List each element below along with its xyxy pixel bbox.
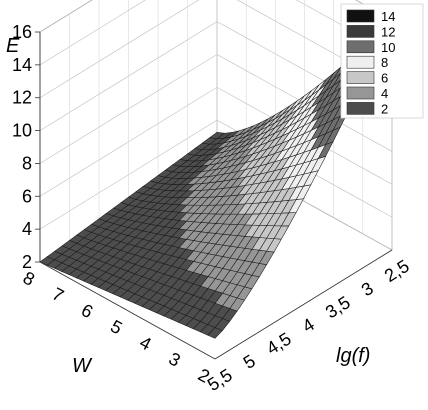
x-axis-title: lg(f) — [336, 345, 370, 367]
lgf-tick-label: 4 — [299, 314, 318, 336]
w-tick-label: 4 — [136, 332, 154, 354]
z-tick-label: 16 — [12, 22, 32, 42]
legend-swatch — [346, 25, 375, 38]
legend-swatch — [346, 55, 375, 69]
lgf-tick-label: 4,5 — [263, 328, 295, 358]
y-axis-title: W — [72, 355, 93, 377]
legend-label: 6 — [381, 71, 388, 86]
legend-swatch — [346, 9, 375, 23]
axis-line-lgf — [214, 249, 393, 360]
w-tick-label: 7 — [49, 284, 67, 306]
lgf-tick-label: 5 — [240, 351, 259, 373]
w-tick-label: 6 — [78, 300, 96, 322]
legend-swatch — [346, 102, 375, 115]
legend-label: 10 — [381, 40, 395, 55]
axis-line-w — [39, 261, 216, 360]
z-tick-label: 6 — [22, 186, 32, 206]
legend-label: 12 — [381, 24, 395, 39]
w-tick-label: 5 — [107, 316, 125, 338]
legend-swatch — [346, 71, 375, 84]
z-tick-label: 4 — [22, 219, 32, 239]
legend-swatch — [346, 86, 375, 100]
z-tick-label: 10 — [12, 121, 32, 141]
z-tick-label: 8 — [22, 153, 32, 173]
z-tick-label: 12 — [12, 88, 32, 108]
lgf-tick-label: 3,5 — [322, 292, 354, 322]
legend-label: 4 — [381, 86, 388, 101]
z-axis-title: E — [6, 35, 20, 57]
legend-label: 14 — [381, 9, 395, 24]
z-tick-label: 2 — [22, 252, 32, 272]
legend-label: 2 — [381, 101, 388, 116]
legend-swatch — [346, 40, 375, 54]
lgf-tick-label: 3 — [358, 278, 377, 300]
w-tick-label: 3 — [166, 348, 184, 370]
lgf-tick-label: 2,5 — [381, 256, 413, 286]
z-tick-label: 14 — [12, 55, 32, 75]
legend-label: 8 — [381, 55, 388, 70]
axis-box-front — [39, 32, 393, 360]
